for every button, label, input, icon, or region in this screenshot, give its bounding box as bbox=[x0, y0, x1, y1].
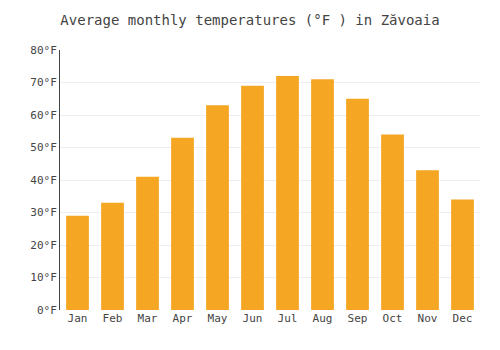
svg-text:Mar: Mar bbox=[138, 312, 158, 325]
svg-text:Feb: Feb bbox=[103, 312, 123, 325]
svg-text:Aug: Aug bbox=[313, 312, 333, 325]
svg-text:Apr: Apr bbox=[173, 312, 193, 325]
svg-text:Jun: Jun bbox=[243, 312, 263, 325]
svg-text:Dec: Dec bbox=[453, 312, 473, 325]
svg-text:40°F: 40°F bbox=[30, 174, 57, 187]
svg-text:May: May bbox=[208, 312, 228, 325]
svg-text:20°F: 20°F bbox=[30, 239, 57, 252]
svg-text:Jan: Jan bbox=[68, 312, 88, 325]
svg-text:10°F: 10°F bbox=[30, 271, 57, 284]
svg-text:Sep: Sep bbox=[348, 312, 368, 325]
svg-text:70°F: 70°F bbox=[30, 76, 57, 89]
svg-text:Jul: Jul bbox=[278, 312, 298, 325]
svg-text:80°F: 80°F bbox=[30, 44, 57, 57]
svg-text:Nov: Nov bbox=[418, 312, 438, 325]
svg-text:Average monthly temperatures (: Average monthly temperatures (°F ) in Ză… bbox=[60, 12, 439, 28]
svg-text:0°F: 0°F bbox=[37, 304, 57, 317]
svg-text:30°F: 30°F bbox=[30, 206, 57, 219]
svg-text:Oct: Oct bbox=[383, 312, 403, 325]
svg-text:50°F: 50°F bbox=[30, 141, 57, 154]
svg-text:60°F: 60°F bbox=[30, 109, 57, 122]
